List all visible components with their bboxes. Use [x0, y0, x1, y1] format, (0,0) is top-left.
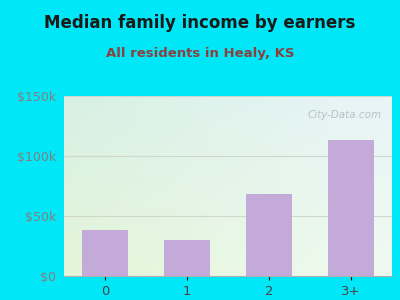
Bar: [246, 194, 292, 276]
Text: City-Data.com: City-Data.com: [308, 110, 382, 120]
Bar: [328, 140, 374, 276]
Bar: [164, 240, 210, 276]
Text: All residents in Healy, KS: All residents in Healy, KS: [106, 46, 294, 59]
Text: Median family income by earners: Median family income by earners: [44, 14, 356, 32]
Bar: [82, 230, 128, 276]
